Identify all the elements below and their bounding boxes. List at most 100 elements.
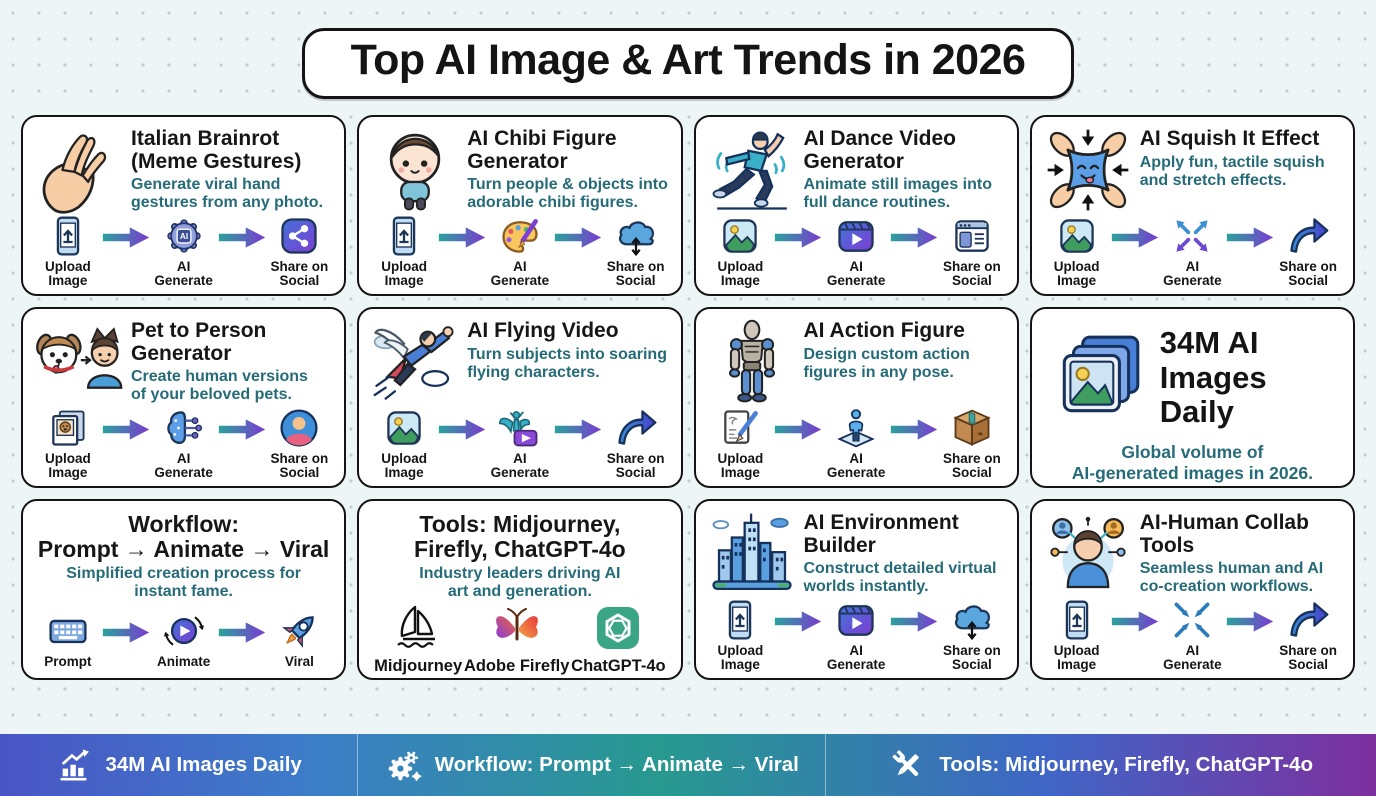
card-description: Apply fun, tactile squish and stretch ef…: [1139, 153, 1325, 189]
workflow-row: Prompt Animate Viral: [35, 609, 332, 669]
tool-label: Adobe Firefly: [463, 656, 570, 675]
workflow-step: Upload Image: [1044, 214, 1110, 288]
gears-icon: [388, 751, 421, 781]
card-environment-builder: AI Environment Builder Construct detaile…: [693, 499, 1019, 680]
flow-arrow-icon: [438, 419, 486, 440]
workflow-step: Upload Image: [371, 214, 437, 288]
workflow-step: AI Generate: [823, 406, 889, 480]
workflow-step: Upload Image: [708, 406, 774, 480]
workflow-step: Upload Image: [1044, 598, 1110, 672]
flow-arrow-icon: [102, 419, 149, 440]
browser-window-icon: [955, 220, 989, 252]
step-label: Share on Social: [942, 643, 1001, 673]
share-arrow-icon: [1290, 218, 1329, 253]
workflow-step: AI Generate: [487, 406, 553, 480]
tool-adobe-firefly: Adobe Firefly: [464, 601, 569, 676]
workflow-row: Upload Image AI Generate Share on Social: [1044, 214, 1341, 288]
card-title: Tools: Midjourney, Firefly, ChatGPT-4o: [414, 511, 626, 563]
workflow-step: AI Generate: [823, 598, 889, 672]
flow-arrow-icon: [775, 611, 822, 632]
workflow-row: Upload Image AI AI Generate Share on Soc…: [35, 214, 332, 288]
box-package-icon: [953, 409, 991, 446]
workflow-step: AI Generate: [823, 214, 889, 288]
step-label: AI Generate: [1163, 643, 1222, 673]
card-workflow: Workflow: Prompt → Animate → Viral Simpl…: [21, 499, 347, 680]
card-description: Turn subjects into soaring flying charac…: [467, 345, 667, 381]
step-label: Share on Social: [942, 451, 1001, 481]
step-label: AI Generate: [826, 643, 886, 673]
card-title: AI Action Figure: [803, 319, 965, 342]
card-title: Italian Brainrot (Meme Gestures): [131, 127, 302, 173]
brain-circuit-icon: [166, 411, 202, 444]
stat-title: 34M AI Images Daily: [1159, 325, 1267, 430]
workflow-step: Viral: [267, 609, 333, 669]
action-figure-icon: [728, 319, 775, 403]
flow-arrow-icon: [218, 622, 265, 643]
step-label: AI Generate: [826, 259, 886, 289]
step-label: Upload Image: [381, 451, 427, 481]
flow-arrow-icon: [102, 227, 149, 248]
card-stat-images-daily: 34M AI Images Daily Global volume of AI-…: [1029, 307, 1355, 488]
tool-midjourney: Midjourney: [374, 601, 462, 676]
flow-arrow-icon: [218, 419, 265, 440]
cloud-upload-icon: [954, 605, 990, 641]
animate-play-icon: [163, 616, 204, 646]
dancer-icon: [712, 131, 787, 210]
step-label: AI Generate: [490, 451, 550, 481]
workflow-row: Upload Image AI Generate Share on Social: [1044, 598, 1341, 672]
svg-text:AI: AI: [180, 232, 188, 241]
card-title: AI Squish It Effect: [1139, 127, 1320, 150]
workflow-row: Upload Image AI Generate Share on Social: [371, 406, 668, 480]
step-label: Upload Image: [1053, 643, 1100, 673]
step-label: Share on Social: [1279, 643, 1337, 673]
card-description: Seamless human and AI co-creation workfl…: [1139, 560, 1324, 596]
card-description: Simplified creation process for instant …: [66, 564, 301, 600]
card-title: AI Chibi Figure Generator: [467, 127, 617, 173]
workflow-step: AI Generate: [487, 214, 553, 288]
phone-upload-icon: [392, 216, 416, 256]
card-italian-brainrot: Italian Brainrot (Meme Gestures) Generat…: [21, 115, 347, 296]
pet-to-person-icon: [36, 327, 123, 389]
flow-arrow-icon: [438, 227, 486, 248]
cloud-upload-icon: [618, 221, 654, 257]
workflow-step: Upload Image: [35, 406, 101, 480]
image-photo-icon: [723, 219, 758, 253]
workflow-step: AI Generate: [151, 406, 217, 480]
flow-arrow-icon: [218, 227, 265, 248]
card-description: Industry leaders driving AI art and gene…: [419, 564, 621, 600]
flow-arrow-icon: [1111, 227, 1158, 248]
step-label: AI Generate: [826, 451, 886, 481]
workflow-row: Upload Image AI Generate Share on Social: [35, 406, 332, 480]
flying-hero-icon: [373, 326, 454, 400]
footer-bar: 34M AI Images Daily Workflow: Prompt → A…: [0, 734, 1376, 796]
step-label: Upload Image: [1053, 259, 1100, 289]
step-label: Upload Image: [717, 643, 764, 673]
image-photo-icon: [1059, 219, 1094, 253]
card-flying-video: AI Flying Video Turn subjects into soari…: [357, 307, 683, 488]
workflow-step: Share on Social: [603, 214, 669, 288]
workflow-step: Share on Social: [267, 406, 333, 480]
flow-arrow-icon: [890, 419, 938, 440]
step-label: Upload Image: [381, 259, 427, 289]
palette-brush-icon: [502, 219, 538, 253]
cards-grid: Italian Brainrot (Meme Gestures) Generat…: [0, 115, 1376, 680]
collab-arrows-icon: [1174, 602, 1210, 638]
step-label: Share on Social: [606, 259, 665, 289]
card-description: Turn people & objects into adorable chib…: [467, 176, 668, 212]
tools-row: Midjourney Adobe Firefly ChatGPT-4o: [371, 601, 668, 676]
workflow-step: Upload Image: [708, 598, 774, 672]
rocket-icon: [282, 616, 315, 648]
workflow-step: Share on Social: [603, 406, 669, 480]
share-arrow-icon: [617, 410, 657, 445]
phone-upload-icon: [1065, 600, 1088, 640]
workflow-step: AI Generate: [1160, 214, 1226, 288]
figure-platform-icon: [837, 409, 875, 448]
video-play-icon: [838, 605, 874, 636]
step-label: AI Generate: [1163, 259, 1222, 289]
workflow-step: Share on Social: [939, 406, 1005, 480]
share-network-icon: [281, 218, 318, 254]
workflow-row: Upload Image AI Generate Share on Social: [708, 214, 1005, 288]
card-description: Animate still images into full dance rou…: [803, 176, 992, 212]
step-label: Upload Image: [717, 451, 764, 481]
card-description: Construct detailed virtual worlds instan…: [803, 560, 997, 596]
